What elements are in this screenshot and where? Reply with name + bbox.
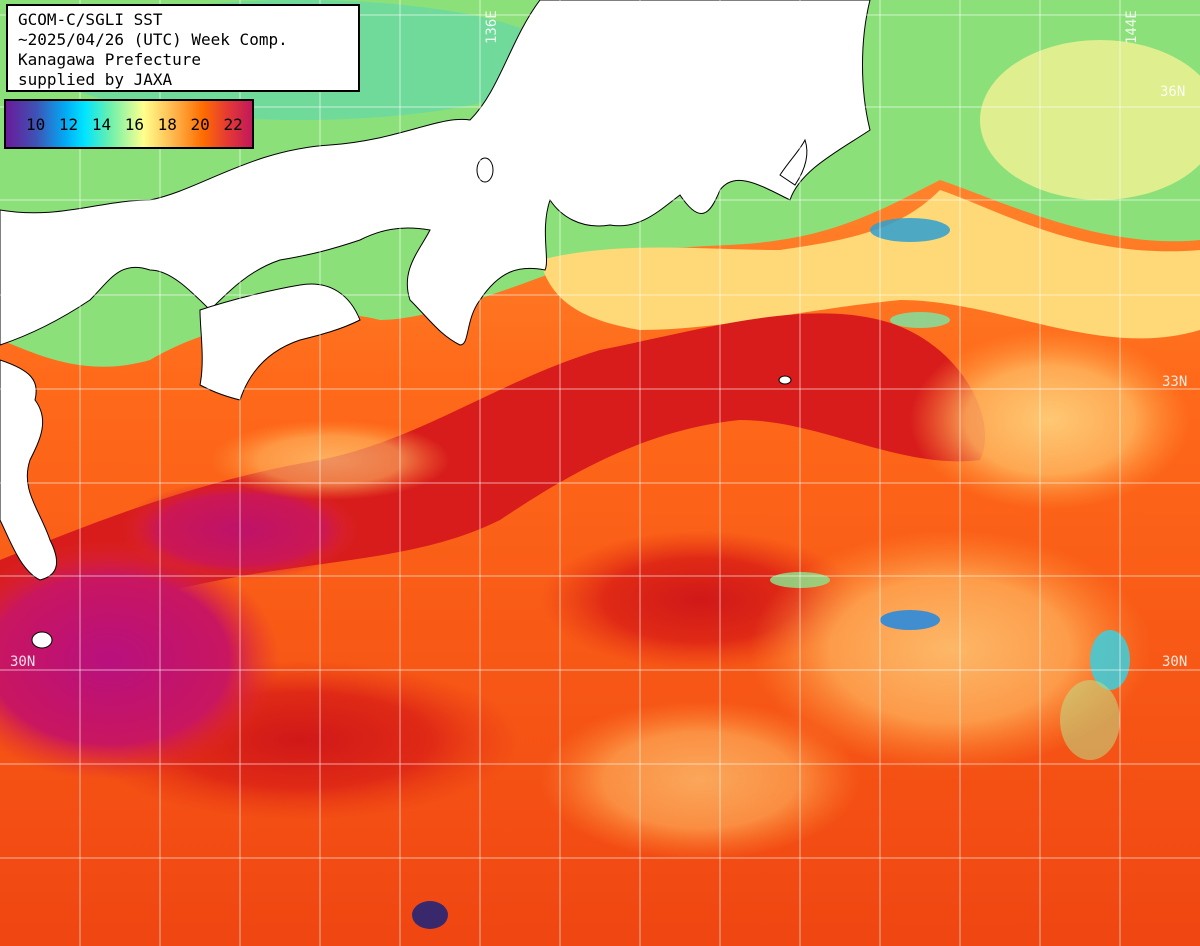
- title-line-2: ~2025/04/26 (UTC) Week Comp.: [18, 30, 288, 49]
- lon-label-136e: 136E: [484, 10, 500, 44]
- warm-pool: [0, 540, 280, 780]
- land-honshu: [0, 0, 871, 346]
- lat-label-36n: 36N: [1160, 84, 1185, 100]
- color-scale-legend: 10 12 14 16 18 20 22: [4, 99, 254, 149]
- cool-water-band: [540, 190, 1200, 339]
- title-box: GCOM-C/SGLI SST ~2025/04/26 (UTC) Week C…: [6, 4, 360, 92]
- legend-label: 18: [157, 115, 177, 134]
- cloud-artifacts: [412, 218, 1130, 929]
- legend-label: 14: [91, 115, 112, 134]
- legend-labels: 10 12 14 16 18 20 22: [26, 115, 247, 134]
- legend-label: 16: [124, 115, 144, 134]
- lat-label-33n: 33N: [1162, 374, 1187, 390]
- lat-label-30n-left: 30N: [10, 654, 35, 670]
- legend-label: 22: [223, 115, 243, 134]
- land-kyushu: [0, 359, 58, 581]
- title-line-3: Kanagawa Prefecture: [18, 50, 202, 69]
- title-line-4: supplied by JAXA: [18, 70, 173, 89]
- lat-label-30n-right: 30N: [1162, 654, 1187, 670]
- legend-label: 12: [58, 115, 79, 134]
- legend-label: 10: [26, 115, 46, 134]
- lon-label-144e: 144E: [1124, 10, 1140, 44]
- legend-label: 20: [190, 115, 210, 134]
- title-line-1: GCOM-C/SGLI SST: [18, 10, 163, 29]
